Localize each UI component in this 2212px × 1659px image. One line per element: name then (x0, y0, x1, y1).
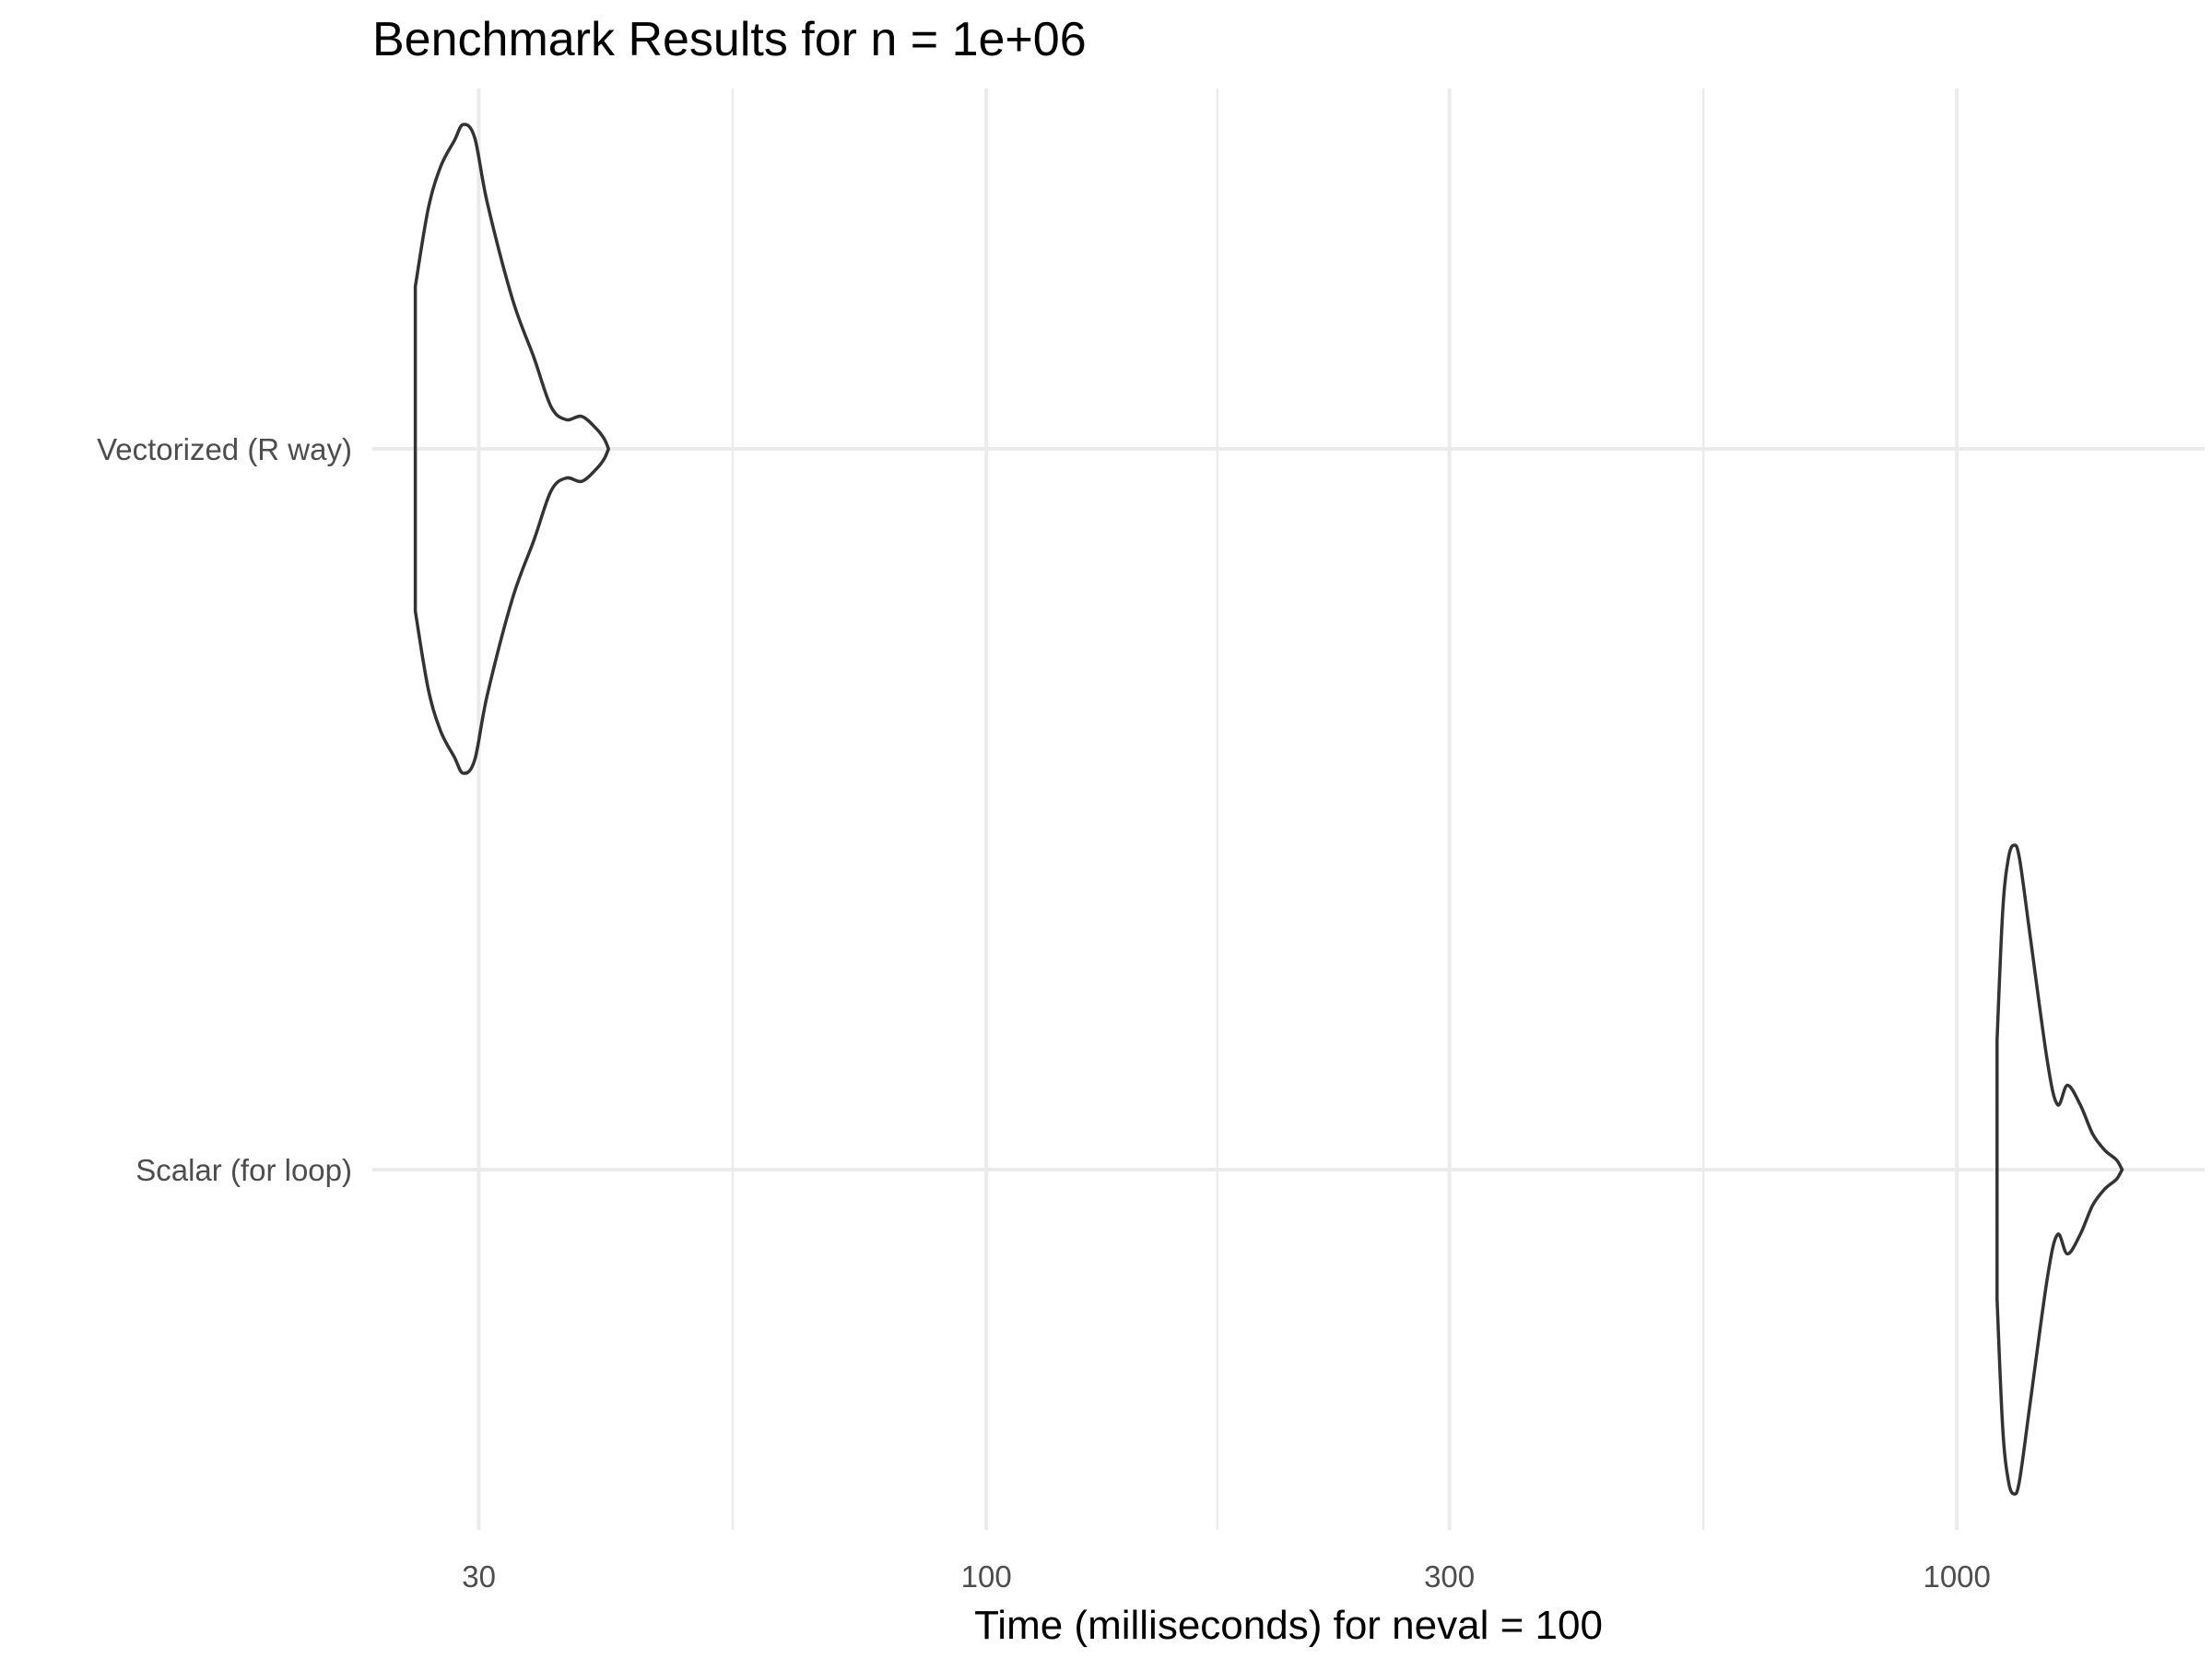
label-layer: 30 100 300 1000 Vectorized (R way) Scalar (fo… (97, 432, 1991, 1594)
x-tick-label-0: 30 (462, 1559, 496, 1594)
violin-vectorized (413, 123, 610, 775)
grid-layer (372, 88, 2205, 1530)
x-tick-label-1: 100 (961, 1559, 1012, 1594)
x-tick-label-2: 300 (1424, 1559, 1475, 1594)
violin-layer (413, 123, 2124, 1496)
chart-title: Benchmark Results for n = 1e+06 (372, 13, 1087, 66)
y-category-label-0: Vectorized (R way) (97, 432, 352, 466)
violin-scalar (1995, 843, 2124, 1496)
y-category-label-1: Scalar (for loop) (135, 1153, 352, 1187)
x-axis-title: Time (milliseconds) for neval = 100 (974, 1603, 1603, 1648)
x-tick-label-3: 1000 (1923, 1559, 1990, 1594)
